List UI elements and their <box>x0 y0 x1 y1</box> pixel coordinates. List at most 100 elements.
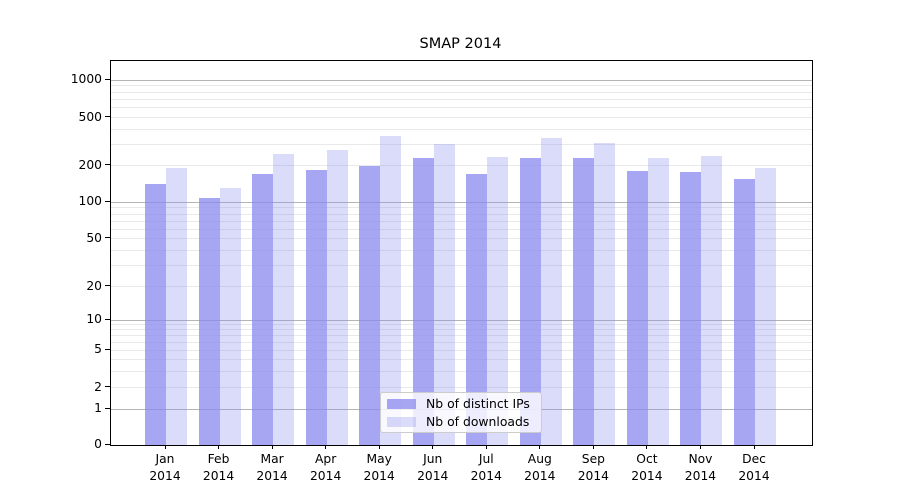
bar-downloads-apr <box>326 149 348 445</box>
minor-gridline-50 <box>111 238 812 240</box>
x-tick-label-dec: Dec 2014 <box>738 452 770 483</box>
x-tick-label-feb: Feb 2014 <box>202 452 235 483</box>
minor-gridline-500 <box>111 117 812 119</box>
minor-gridline-600 <box>111 107 812 109</box>
minor-gridline-5 <box>111 349 812 351</box>
bar-distinct-ips-apr <box>305 169 327 445</box>
y-tick-mark <box>105 285 110 287</box>
x-tick-mark <box>164 445 166 449</box>
y-tick-mark <box>105 200 110 202</box>
minor-gridline-70 <box>111 220 812 222</box>
minor-gridline-400 <box>111 128 812 130</box>
x-tick-mark <box>539 445 541 449</box>
x-tick-mark <box>325 445 327 449</box>
minor-gridline-800 <box>111 91 812 93</box>
chart-title: SMAP 2014 <box>419 36 502 52</box>
x-tick-label-jul: Jul 2014 <box>470 452 502 483</box>
bar-distinct-ips-jan <box>145 184 166 445</box>
minor-gridline-700 <box>111 98 812 100</box>
x-tick-label-oct: Oct 2014 <box>631 452 663 483</box>
x-tick-label-mar: Mar 2014 <box>256 452 288 483</box>
y-tick-label-50: 50 <box>86 230 102 245</box>
x-tick-mark <box>432 445 434 449</box>
bar-distinct-ips-aug <box>519 158 541 445</box>
y-tick-mark <box>105 116 110 118</box>
minor-gridline-6 <box>111 341 812 343</box>
y-tick-mark <box>105 443 110 445</box>
major-gridline-100 <box>111 201 812 203</box>
minor-gridline-8 <box>111 329 812 331</box>
minor-gridline-60 <box>111 228 812 230</box>
bar-downloads-may <box>380 135 402 445</box>
bar-downloads-jul <box>487 157 509 445</box>
y-tick-label-5: 5 <box>94 342 102 357</box>
bar-downloads-jun <box>433 144 455 445</box>
y-tick-label-2: 2 <box>94 379 102 394</box>
y-tick-mark <box>105 348 110 350</box>
bar-distinct-ips-mar <box>252 174 274 445</box>
minor-gridline-3 <box>111 370 812 372</box>
y-tick-mark <box>105 164 110 165</box>
x-tick-label-jan: Jan 2014 <box>149 452 181 483</box>
y-tick-label-100: 100 <box>78 194 102 209</box>
major-gridline-10 <box>111 319 812 321</box>
minor-gridline-40 <box>111 249 812 251</box>
bar-distinct-ips-sep <box>573 158 595 445</box>
x-tick-mark <box>271 445 273 449</box>
x-tick-mark <box>699 445 701 449</box>
bar-downloads-sep <box>594 142 616 445</box>
minor-gridline-90 <box>111 207 812 209</box>
bar-distinct-ips-jul <box>466 174 488 445</box>
distinct-ips-swatch <box>387 398 416 409</box>
y-tick-mark <box>105 407 110 409</box>
bar-downloads-nov <box>701 156 723 445</box>
bar-distinct-ips-oct <box>626 171 648 445</box>
legend-label-downloads: Nb of downloads <box>426 414 530 429</box>
minor-gridline-200 <box>111 165 812 166</box>
bar-distinct-ips-jun <box>412 158 434 445</box>
bar-distinct-ips-nov <box>680 171 702 445</box>
minor-gridline-80 <box>111 213 812 215</box>
minor-gridline-20 <box>111 286 812 288</box>
bar-distinct-ips-feb <box>198 198 220 445</box>
downloads-swatch <box>387 416 416 427</box>
y-tick-label-500: 500 <box>78 109 102 124</box>
bar-downloads-oct <box>647 158 669 445</box>
y-tick-label-1000: 1000 <box>70 72 102 86</box>
legend-item-distinct-ips: Nb of distinct IPs <box>387 396 535 411</box>
y-tick-mark <box>105 386 110 388</box>
x-tick-mark <box>485 445 487 449</box>
bar-downloads-jan <box>166 168 187 445</box>
y-tick-label-20: 20 <box>86 278 102 293</box>
y-tick-label-0: 0 <box>94 437 102 451</box>
x-tick-label-apr: Apr 2014 <box>309 452 342 483</box>
bar-downloads-dec <box>755 167 776 445</box>
x-tick-label-may: May 2014 <box>363 452 395 483</box>
minor-gridline-7 <box>111 335 812 337</box>
x-tick-label-aug: Aug 2014 <box>524 452 556 483</box>
x-tick-mark <box>646 445 648 449</box>
x-tick-label-nov: Nov 2014 <box>684 452 717 483</box>
bar-downloads-mar <box>273 153 295 445</box>
y-tick-mark <box>105 237 110 239</box>
x-tick-label-jun: Jun 2014 <box>417 452 449 483</box>
legend-item-downloads: Nb of downloads <box>387 414 535 429</box>
y-tick-label-10: 10 <box>86 312 102 326</box>
y-tick-label-1: 1 <box>94 401 102 416</box>
major-gridline-1000 <box>111 79 812 81</box>
minor-gridline-2 <box>111 387 812 389</box>
minor-gridline-300 <box>111 143 812 145</box>
legend: Nb of distinct IPs Nb of downloads <box>380 392 542 433</box>
plot-area <box>110 60 813 446</box>
bar-downloads-feb <box>219 188 241 445</box>
x-tick-mark <box>592 445 594 449</box>
x-tick-label-sep: Sep 2014 <box>577 452 609 483</box>
x-tick-mark <box>218 445 220 449</box>
legend-label-distinct-ips: Nb of distinct IPs <box>426 396 530 411</box>
bar-distinct-ips-dec <box>734 179 755 445</box>
minor-gridline-900 <box>111 85 812 87</box>
x-tick-mark <box>753 445 755 449</box>
y-tick-mark <box>105 318 110 320</box>
y-tick-mark <box>105 78 110 80</box>
